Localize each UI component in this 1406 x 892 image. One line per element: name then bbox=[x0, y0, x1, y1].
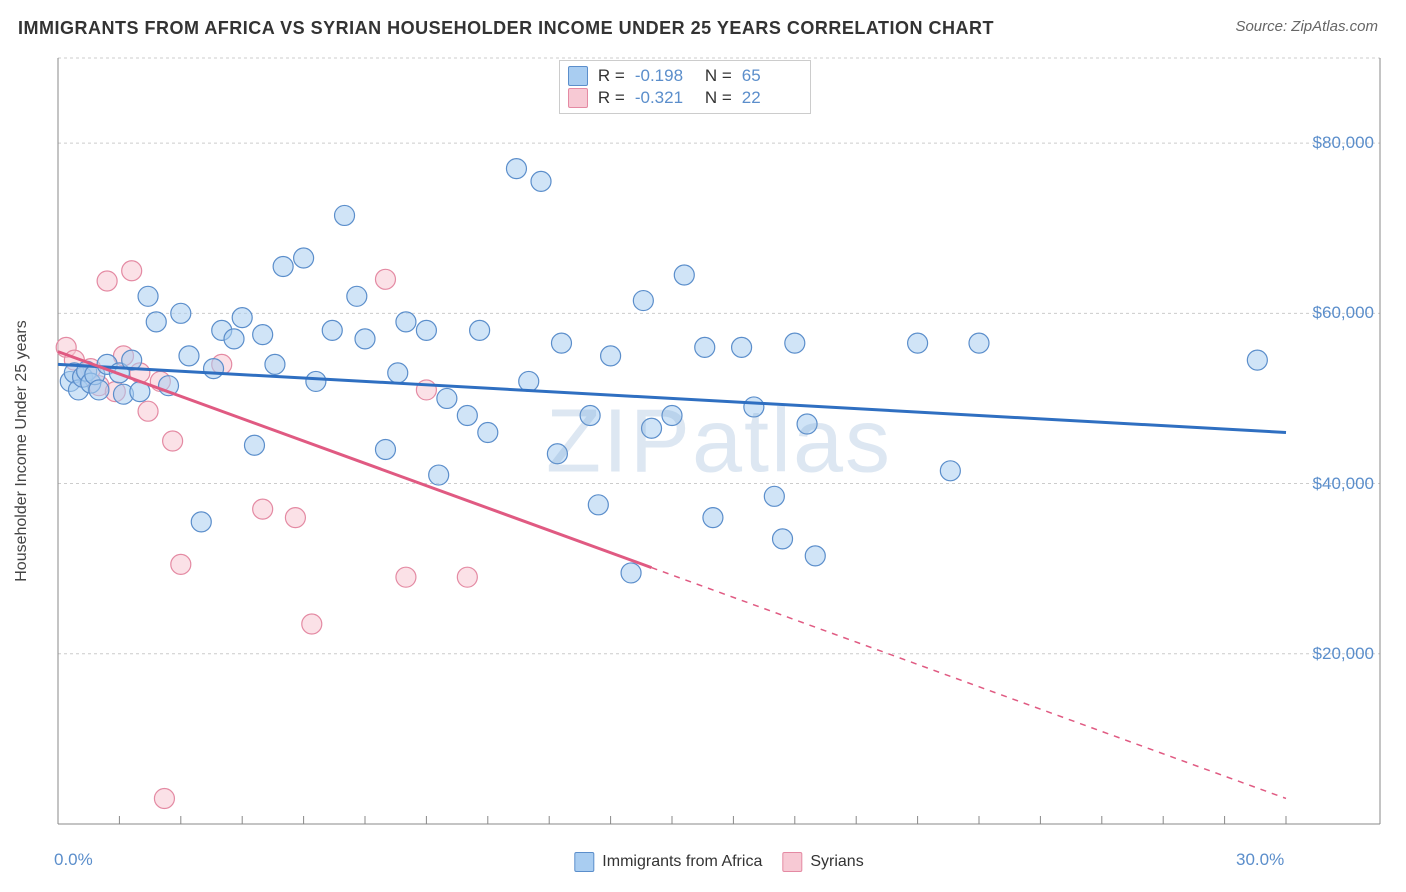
series-legend: Immigrants from Africa Syrians bbox=[574, 852, 863, 872]
source-attribution: Source: ZipAtlas.com bbox=[1235, 18, 1378, 35]
chart-container: Householder Income Under 25 years ZIPatl… bbox=[52, 52, 1386, 832]
legend-label: Syrians bbox=[810, 853, 863, 871]
legend-item: Syrians bbox=[782, 852, 863, 872]
n-value: 65 bbox=[742, 66, 802, 86]
y-tick-label: $20,000 bbox=[1313, 644, 1374, 664]
y-tick-label: $60,000 bbox=[1313, 303, 1374, 323]
y-tick-label: $40,000 bbox=[1313, 474, 1374, 494]
legend-item: Immigrants from Africa bbox=[574, 852, 762, 872]
x-tick-label: 30.0% bbox=[1236, 850, 1284, 870]
r-label: R = bbox=[598, 88, 625, 108]
correlation-legend-row: R = -0.321 N = 22 bbox=[568, 87, 802, 109]
legend-label: Immigrants from Africa bbox=[602, 853, 762, 871]
r-value: -0.198 bbox=[635, 66, 695, 86]
correlation-legend: R = -0.198 N = 65 R = -0.321 N = 22 bbox=[559, 60, 811, 114]
chart-header: IMMIGRANTS FROM AFRICA VS SYRIAN HOUSEHO… bbox=[0, 0, 1406, 47]
legend-swatch-syrians bbox=[782, 852, 802, 872]
r-label: R = bbox=[598, 66, 625, 86]
n-value: 22 bbox=[742, 88, 802, 108]
y-axis-label: Householder Income Under 25 years bbox=[13, 320, 31, 581]
legend-swatch-syrians bbox=[568, 88, 588, 108]
n-label: N = bbox=[705, 88, 732, 108]
scatter-plot-svg bbox=[52, 52, 1386, 832]
y-tick-label: $80,000 bbox=[1313, 133, 1374, 153]
legend-swatch-africa bbox=[574, 852, 594, 872]
n-label: N = bbox=[705, 66, 732, 86]
correlation-legend-row: R = -0.198 N = 65 bbox=[568, 65, 802, 87]
chart-title: IMMIGRANTS FROM AFRICA VS SYRIAN HOUSEHO… bbox=[18, 18, 994, 39]
x-tick-label: 0.0% bbox=[54, 850, 93, 870]
r-value: -0.321 bbox=[635, 88, 695, 108]
legend-swatch-africa bbox=[568, 66, 588, 86]
